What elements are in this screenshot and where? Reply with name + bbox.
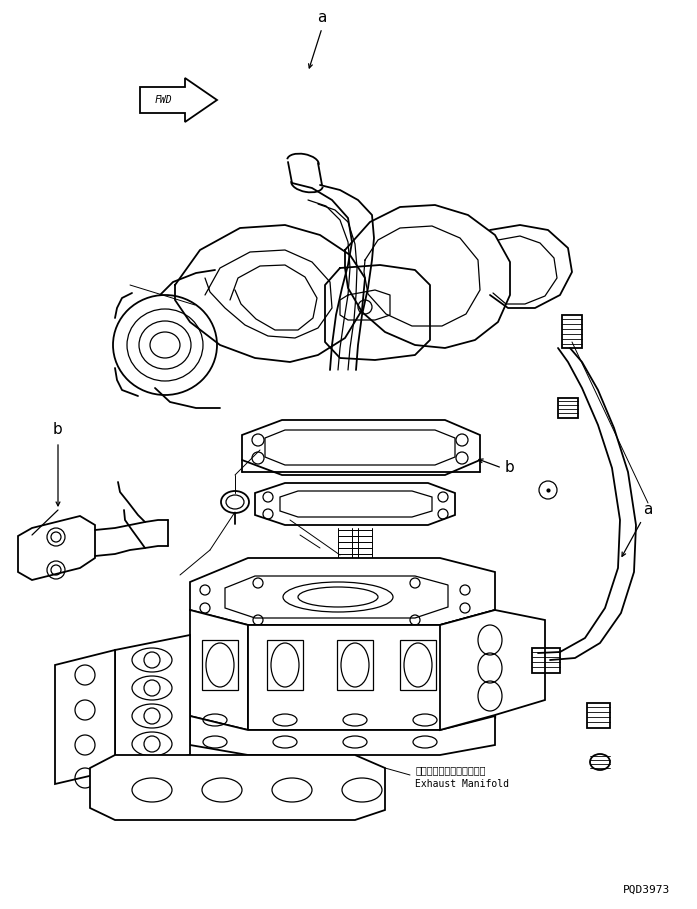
Text: b: b bbox=[53, 423, 63, 437]
Text: PQD3973: PQD3973 bbox=[622, 885, 670, 895]
Polygon shape bbox=[115, 635, 190, 770]
Text: a: a bbox=[643, 503, 652, 517]
Polygon shape bbox=[440, 610, 545, 730]
Polygon shape bbox=[255, 483, 455, 525]
Polygon shape bbox=[18, 516, 95, 580]
Text: FWD: FWD bbox=[154, 95, 172, 105]
Polygon shape bbox=[190, 716, 495, 755]
Polygon shape bbox=[242, 420, 480, 475]
Polygon shape bbox=[55, 650, 115, 784]
Text: b: b bbox=[505, 461, 515, 475]
Text: エキゾーストマニホールド: エキゾーストマニホールド bbox=[415, 765, 486, 775]
Text: Exhaust Manifold: Exhaust Manifold bbox=[415, 779, 509, 789]
Text: a: a bbox=[317, 11, 327, 25]
Polygon shape bbox=[248, 610, 495, 730]
Polygon shape bbox=[190, 558, 495, 625]
Polygon shape bbox=[90, 755, 385, 820]
Polygon shape bbox=[190, 610, 248, 730]
